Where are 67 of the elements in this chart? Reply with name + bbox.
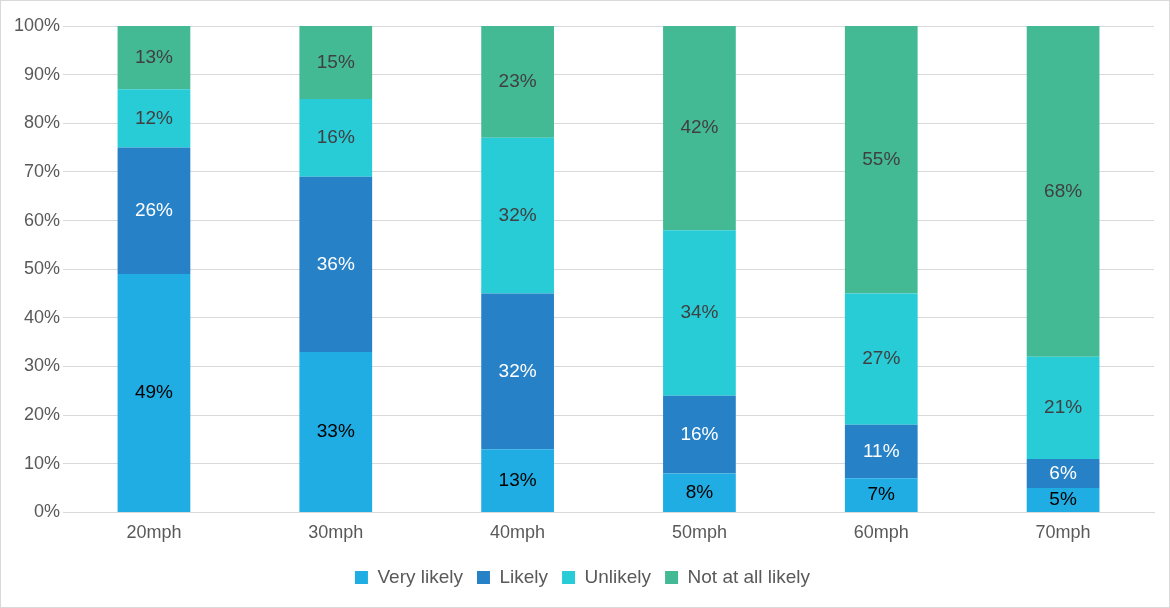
legend-label: Not at all likely <box>687 565 811 587</box>
x-tick-label: 50mph <box>671 522 727 543</box>
bar <box>481 293 554 450</box>
bar <box>663 230 736 396</box>
data-label: 32% <box>498 359 537 381</box>
y-tick-label: 10% <box>24 452 61 473</box>
bar <box>481 137 554 294</box>
x-tick-label: 30mph <box>308 522 364 543</box>
bar <box>844 26 918 294</box>
bar <box>663 395 736 474</box>
data-label: 36% <box>316 252 355 274</box>
data-label: 16% <box>680 422 719 444</box>
data-label: 23% <box>498 70 537 92</box>
data-label: 55% <box>862 147 901 169</box>
bar <box>1026 356 1100 459</box>
bar <box>299 176 373 352</box>
bar <box>117 89 191 148</box>
y-tick-label: 90% <box>24 63 61 84</box>
y-tick-label: 100% <box>13 14 61 35</box>
x-tick-label: 60mph <box>853 522 909 543</box>
y-tick-label: 30% <box>24 355 61 376</box>
y-tick-label: 0% <box>34 501 61 522</box>
bar <box>299 98 373 177</box>
y-tick-label: 80% <box>24 112 61 133</box>
data-label: 13% <box>134 45 174 67</box>
data-label: 13% <box>498 468 537 490</box>
legend-label: Very likely <box>377 565 464 587</box>
data-label: 42% <box>680 116 719 138</box>
bar <box>1026 26 1100 357</box>
bar <box>844 293 918 425</box>
data-label: 11% <box>862 439 900 461</box>
legend-label: Unlikely <box>584 565 652 587</box>
y-tick-label: 40% <box>24 306 61 327</box>
data-label: 6% <box>1049 461 1077 483</box>
bar <box>481 449 554 512</box>
y-tick-label: 60% <box>24 209 61 230</box>
bar <box>663 473 736 512</box>
data-label: 49% <box>134 381 174 403</box>
data-label: 27% <box>862 347 901 369</box>
data-label: 15% <box>316 50 355 72</box>
y-tick-label: 20% <box>24 404 61 425</box>
data-label: 7% <box>867 483 896 505</box>
x-tick-label: 70mph <box>1035 522 1091 543</box>
data-label: 16% <box>316 126 355 148</box>
bar <box>117 274 191 512</box>
bar <box>299 351 373 512</box>
bar <box>844 424 918 479</box>
bar <box>117 147 191 275</box>
x-tick-label: 40mph <box>490 522 546 543</box>
data-label: 68% <box>1044 179 1083 201</box>
bar <box>844 478 918 512</box>
y-tick-label: 50% <box>24 258 61 279</box>
legend-label: Likely <box>499 565 549 587</box>
data-label: 12% <box>134 106 174 128</box>
y-tick-label: 70% <box>24 160 61 181</box>
bar <box>117 26 191 90</box>
bar <box>663 26 736 231</box>
data-label: 32% <box>498 203 537 225</box>
bar <box>299 26 373 99</box>
data-label: 21% <box>1044 396 1083 418</box>
data-label: 8% <box>685 480 714 502</box>
data-label: 33% <box>316 420 355 442</box>
data-label: 34% <box>680 301 719 323</box>
data-label: 5% <box>1049 488 1077 510</box>
bar <box>481 26 554 138</box>
data-label: 26% <box>134 199 174 221</box>
x-tick-label: 20mph <box>126 522 182 543</box>
